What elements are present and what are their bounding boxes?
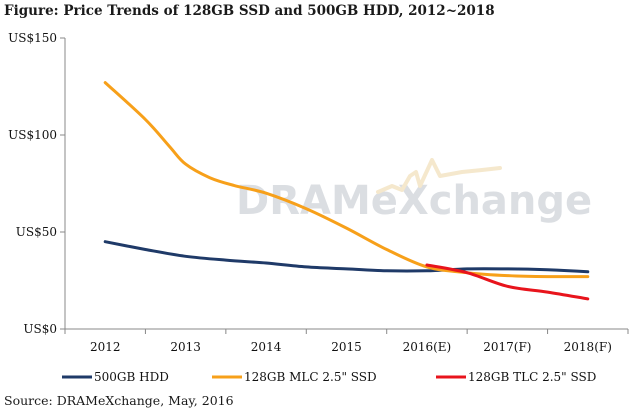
chart-title: Figure: Price Trends of 128GB SSD and 50… xyxy=(4,3,495,19)
series-line-2 xyxy=(103,81,590,279)
source-note: Source: DRAMeXchange, May, 2016 xyxy=(4,393,234,408)
x-tick-label: 2017(F) xyxy=(483,340,531,354)
legend-label: 500GB HDD xyxy=(94,370,169,384)
watermark: DRAMeXchange xyxy=(236,158,592,224)
chart-series-group xyxy=(103,81,590,301)
x-tick-label: 2016(E) xyxy=(403,340,452,354)
series-line-1 xyxy=(103,240,590,274)
x-tick-label: 2012 xyxy=(90,340,121,354)
y-tick-label: US$100 xyxy=(8,128,57,142)
watermark-text: DRAMeXchange xyxy=(236,178,592,224)
watermark-squiggle-icon xyxy=(376,158,502,194)
x-tick-label: 2018(F) xyxy=(564,340,612,354)
x-tick-label: 2015 xyxy=(331,340,362,354)
y-tick-label: US$50 xyxy=(16,225,57,239)
y-tick-label: US$150 xyxy=(8,31,57,45)
legend-label: 128GB MLC 2.5" SSD xyxy=(244,370,377,384)
x-tick-label: 2013 xyxy=(170,340,201,354)
x-tick-label: 2014 xyxy=(251,340,282,354)
chart-legend: 500GB HDD 128GB MLC 2.5" SSD 128GB TLC 2.5… xyxy=(62,370,596,384)
y-tick-label: US$0 xyxy=(23,322,57,336)
legend-label: 128GB TLC 2.5" SSD xyxy=(468,370,596,384)
chart-axes: US$0 US$50 US$100 US$150 2012 2013 2014 2015 201… xyxy=(8,31,629,354)
series-line-3 xyxy=(425,263,590,301)
